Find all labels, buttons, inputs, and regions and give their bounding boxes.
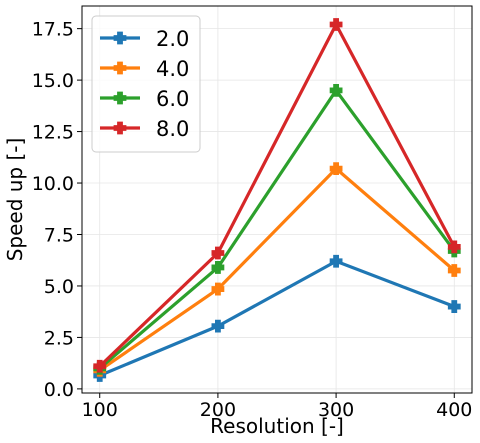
data-point-4.0 — [211, 282, 225, 296]
data-point-8.0 — [447, 240, 461, 254]
y-tick-label: 15.0 — [32, 70, 74, 92]
series-line-2.0 — [99, 259, 455, 377]
y-tick-label: 7.5 — [44, 224, 74, 246]
legend-marker-2.0 — [113, 31, 127, 45]
data-point-8.0 — [93, 359, 107, 373]
legend-marker-4.0 — [113, 61, 127, 75]
y-tick-label: 2.5 — [44, 327, 74, 349]
y-tick-label: 10.0 — [32, 173, 74, 195]
series-4.0 — [93, 162, 461, 377]
y-tick-label: 0.0 — [44, 379, 74, 401]
series-line-4.0 — [98, 167, 456, 372]
data-point-4.0 — [329, 162, 343, 176]
legend-marker-8.0 — [113, 121, 127, 135]
legend-label-4.0: 4.0 — [156, 57, 189, 81]
y-tick-label: 12.5 — [32, 122, 74, 144]
y-tick-label: 5.0 — [44, 276, 74, 298]
data-point-2.0 — [329, 254, 343, 268]
legend-label-6.0: 6.0 — [156, 87, 189, 111]
plot-frame — [81, 5, 473, 394]
data-point-8.0 — [329, 18, 343, 31]
data-point-2.0 — [447, 300, 461, 313]
legend-box — [91, 15, 201, 153]
x-tick-label: 300 — [318, 399, 354, 421]
x-tick-label: 200 — [200, 399, 236, 421]
series-line-8.0 — [98, 22, 456, 368]
legend: 2.0 4.0 6.0 8.0 — [91, 15, 201, 153]
x-axis-label: Resolution [-] — [210, 414, 344, 438]
axes: 100 200 300 400 0.0 2.5 5.0 7.5 10.0 12.5 15.0 17.5 — [32, 19, 473, 421]
data-point-6.0 — [329, 83, 343, 97]
y-axis-label: Speed up [-] — [3, 138, 27, 262]
y-tick-label: 17.5 — [32, 19, 74, 41]
data-point-8.0 — [211, 246, 225, 260]
series-8.0 — [93, 18, 461, 373]
legend-marker-6.0 — [113, 91, 127, 105]
legend-label-8.0: 8.0 — [156, 117, 189, 141]
series-line-6.0 — [98, 88, 456, 370]
x-tick-label: 100 — [82, 399, 118, 421]
data-point-2.0 — [211, 319, 225, 333]
data-point-6.0 — [211, 261, 225, 274]
series-lines — [93, 18, 461, 382]
data-point-4.0 — [447, 264, 461, 277]
x-tick-label: 400 — [436, 399, 472, 421]
legend-label-2.0: 2.0 — [156, 27, 189, 51]
